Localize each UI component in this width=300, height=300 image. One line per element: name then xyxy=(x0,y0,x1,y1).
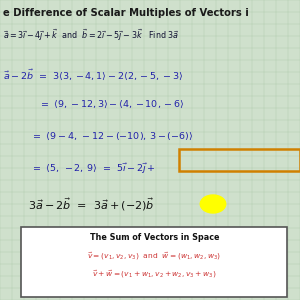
Text: $\vec{v} + \vec{w} = (v_1 + w_1, v_2 + w_2, v_3 + w_3)$: $\vec{v} + \vec{w} = (v_1 + w_1, v_2 + w… xyxy=(92,268,217,280)
Text: The Sum of Vectors in Space: The Sum of Vectors in Space xyxy=(90,232,219,242)
Text: =  $\langle 9,-12,3\rangle - \langle 4,-10,-6\rangle$: = $\langle 9,-12,3\rangle - \langle 4,-1… xyxy=(40,99,185,110)
Bar xyxy=(178,149,300,171)
Text: =  $\langle 9-4,\,-12-(-10),\,3-(-6)\rangle$: = $\langle 9-4,\,-12-(-10),\,3-(-6)\rang… xyxy=(32,130,193,142)
Text: $3\vec{a} - 2\vec{b}$  =  $3\vec{a} + (-2)\vec{b}$: $3\vec{a} - 2\vec{b}$ = $3\vec{a} + (-2)… xyxy=(28,196,155,213)
Text: e Difference of Scalar Multiples of Vectors i: e Difference of Scalar Multiples of Vect… xyxy=(3,8,249,17)
Text: $\vec{a}=3\vec{\imath}-4\vec{\jmath}+\vec{k}$  and  $\vec{b}=2\vec{\imath}-5\vec: $\vec{a}=3\vec{\imath}-4\vec{\jmath}+\ve… xyxy=(3,27,180,43)
Text: =  $\langle 5,\,-2,\,9\rangle$  =  $5\vec{\imath}-2\vec{\jmath}+$: = $\langle 5,\,-2,\,9\rangle$ = $5\vec{\… xyxy=(32,162,155,176)
Text: $\vec{a}-2\vec{b}$  =  $3\langle 3,-4,1\rangle - 2\langle 2,-5,-3\rangle$: $\vec{a}-2\vec{b}$ = $3\langle 3,-4,1\ra… xyxy=(3,68,183,82)
Text: $\vec{v} = (v_1, v_2, v_3)$  and  $\vec{w} = (w_1, w_2, w_3)$: $\vec{v} = (v_1, v_2, v_3)$ and $\vec{w}… xyxy=(88,250,221,262)
FancyBboxPatch shape xyxy=(21,226,286,297)
Ellipse shape xyxy=(200,195,226,213)
